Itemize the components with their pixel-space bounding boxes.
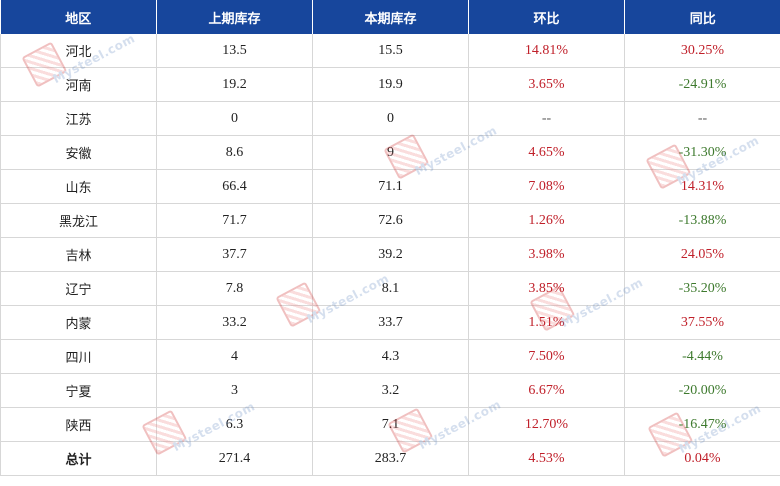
header-yoy: 同比: [624, 0, 780, 34]
prev-stock-cell: 13.5: [156, 34, 313, 68]
region-cell: 山东: [0, 169, 157, 204]
curr-stock-cell: 3.2: [312, 373, 469, 408]
region-cell: 河南: [0, 67, 157, 102]
yoy-cell: 37.55%: [624, 305, 780, 340]
total-row: 总计 271.4 283.7 4.53% 0.04%: [0, 441, 780, 476]
prev-stock-cell: 0: [156, 101, 313, 136]
prev-stock-cell: 4: [156, 339, 313, 374]
table-body: 河北 13.5 15.5 14.81% 30.25% 河南 19.2 19.9 3.65% -24…: [0, 34, 780, 476]
header-mom: 环比: [468, 0, 625, 34]
prev-stock-cell: 271.4: [156, 441, 313, 476]
yoy-cell: -13.88%: [624, 203, 780, 238]
curr-stock-cell: 33.7: [312, 305, 469, 340]
table-row: 山东 66.4 71.1 7.08% 14.31%: [0, 169, 780, 204]
prev-stock-cell: 7.8: [156, 271, 313, 306]
region-cell: 辽宁: [0, 271, 157, 306]
region-cell: 宁夏: [0, 373, 157, 408]
table-row: 河北 13.5 15.5 14.81% 30.25%: [0, 34, 780, 68]
prev-stock-cell: 6.3: [156, 407, 313, 442]
prev-stock-cell: 71.7: [156, 203, 313, 238]
table-row: 陕西 6.3 7.1 12.70% -16.47%: [0, 407, 780, 442]
table-row: 黑龙江 71.7 72.6 1.26% -13.88%: [0, 203, 780, 238]
prev-stock-cell: 3: [156, 373, 313, 408]
table-row: 河南 19.2 19.9 3.65% -24.91%: [0, 67, 780, 102]
mom-cell: 3.85%: [468, 271, 625, 306]
curr-stock-cell: 7.1: [312, 407, 469, 442]
prev-stock-cell: 66.4: [156, 169, 313, 204]
table-header: 地区 上期库存 本期库存 环比 同比: [0, 0, 780, 34]
yoy-cell: -4.44%: [624, 339, 780, 374]
curr-stock-cell: 283.7: [312, 441, 469, 476]
prev-stock-cell: 37.7: [156, 237, 313, 272]
yoy-cell: -31.30%: [624, 135, 780, 170]
region-cell: 河北: [0, 34, 157, 68]
mom-cell: 1.26%: [468, 203, 625, 238]
mom-cell: --: [468, 101, 625, 136]
curr-stock-cell: 8.1: [312, 271, 469, 306]
yoy-cell: -16.47%: [624, 407, 780, 442]
region-cell: 总计: [0, 441, 157, 476]
curr-stock-cell: 0: [312, 101, 469, 136]
inventory-table: 地区 上期库存 本期库存 环比 同比 河北 13.5 15.5 14.81% 30.25…: [0, 0, 780, 476]
prev-stock-cell: 19.2: [156, 67, 313, 102]
table-row: 吉林 37.7 39.2 3.98% 24.05%: [0, 237, 780, 272]
prev-stock-cell: 33.2: [156, 305, 313, 340]
header-curr-stock: 本期库存: [312, 0, 469, 34]
yoy-cell: -35.20%: [624, 271, 780, 306]
table-row: 辽宁 7.8 8.1 3.85% -35.20%: [0, 271, 780, 306]
yoy-cell: 0.04%: [624, 441, 780, 476]
curr-stock-cell: 39.2: [312, 237, 469, 272]
yoy-cell: 24.05%: [624, 237, 780, 272]
curr-stock-cell: 9: [312, 135, 469, 170]
table-row: 宁夏 3 3.2 6.67% -20.00%: [0, 373, 780, 408]
curr-stock-cell: 19.9: [312, 67, 469, 102]
mom-cell: 3.65%: [468, 67, 625, 102]
curr-stock-cell: 4.3: [312, 339, 469, 374]
mom-cell: 3.98%: [468, 237, 625, 272]
mom-cell: 7.08%: [468, 169, 625, 204]
mom-cell: 14.81%: [468, 34, 625, 68]
region-cell: 四川: [0, 339, 157, 374]
yoy-cell: --: [624, 101, 780, 136]
region-cell: 江苏: [0, 101, 157, 136]
yoy-cell: 30.25%: [624, 34, 780, 68]
region-cell: 安徽: [0, 135, 157, 170]
prev-stock-cell: 8.6: [156, 135, 313, 170]
curr-stock-cell: 72.6: [312, 203, 469, 238]
mom-cell: 4.53%: [468, 441, 625, 476]
table-row: 内蒙 33.2 33.7 1.51% 37.55%: [0, 305, 780, 340]
mom-cell: 6.67%: [468, 373, 625, 408]
header-prev-stock: 上期库存: [156, 0, 313, 34]
mom-cell: 1.51%: [468, 305, 625, 340]
curr-stock-cell: 15.5: [312, 34, 469, 68]
header-row: 地区 上期库存 本期库存 环比 同比: [0, 0, 780, 34]
mom-cell: 7.50%: [468, 339, 625, 374]
region-cell: 黑龙江: [0, 203, 157, 238]
yoy-cell: 14.31%: [624, 169, 780, 204]
region-cell: 陕西: [0, 407, 157, 442]
table-row: 四川 4 4.3 7.50% -4.44%: [0, 339, 780, 374]
mom-cell: 4.65%: [468, 135, 625, 170]
header-region: 地区: [0, 0, 157, 34]
mom-cell: 12.70%: [468, 407, 625, 442]
table-row: 江苏 0 0 -- --: [0, 101, 780, 136]
yoy-cell: -20.00%: [624, 373, 780, 408]
table-row: 安徽 8.6 9 4.65% -31.30%: [0, 135, 780, 170]
curr-stock-cell: 71.1: [312, 169, 469, 204]
region-cell: 内蒙: [0, 305, 157, 340]
region-cell: 吉林: [0, 237, 157, 272]
yoy-cell: -24.91%: [624, 67, 780, 102]
